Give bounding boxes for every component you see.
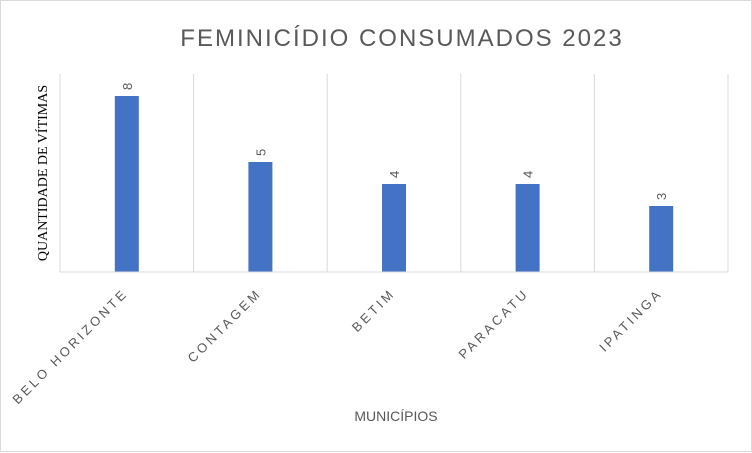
tick-label: BELO HORIZONTE <box>9 286 131 408</box>
y-axis-label: QUANTIDADE DE VÍTIMAS <box>34 85 51 261</box>
bar <box>248 162 273 272</box>
gridlines <box>59 74 729 272</box>
bar <box>114 96 139 272</box>
bar <box>515 184 540 272</box>
x-axis-label: MUNICÍPIOS <box>354 408 437 424</box>
data-label: 3 <box>654 193 669 200</box>
bar <box>649 206 674 272</box>
data-label: 8 <box>120 83 135 90</box>
data-labels: 8 5 4 4 3 <box>120 83 669 200</box>
data-label: 4 <box>521 171 536 178</box>
tick-label: BETIM <box>349 286 398 335</box>
data-label: 5 <box>253 149 268 156</box>
chart-title: FEMINICÍDIO CONSUMADOS 2023 <box>180 25 623 52</box>
tick-label: CONTAGEM <box>185 286 265 366</box>
data-label: 4 <box>387 171 402 178</box>
category-tick-labels: BELO HORIZONTE CONTAGEM BETIM PARACATU IPATI… <box>9 286 665 408</box>
bars <box>114 96 674 272</box>
tick-label: IPATINGA <box>596 286 665 355</box>
tick-label: PARACATU <box>455 286 531 362</box>
bar <box>382 184 406 272</box>
